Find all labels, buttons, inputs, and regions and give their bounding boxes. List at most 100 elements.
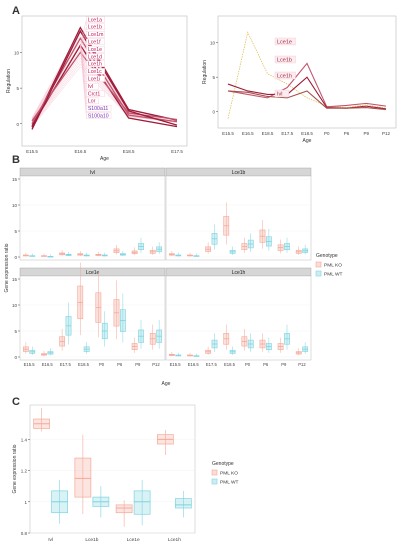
b-legend-label: PML WT xyxy=(324,272,343,278)
a-left-label-box xyxy=(86,105,112,112)
c-ytick-label: 0.8 xyxy=(21,531,28,536)
b-facet-frame xyxy=(165,275,312,361)
b-xlabel: Age xyxy=(162,381,171,387)
a-left-label-leader xyxy=(80,45,87,72)
a-right-series-line xyxy=(227,76,387,110)
a-left-gene-label: Lce1b xyxy=(88,25,102,31)
a-right-label-box xyxy=(274,55,296,64)
b-xtick-label: E17.5 xyxy=(206,362,218,367)
b-xtick-label: P6 xyxy=(263,362,269,367)
b-legend-label: PML KO xyxy=(324,263,342,269)
a-left-gene-label: Lce1h xyxy=(88,62,102,68)
b-xtick-label: E18.5 xyxy=(78,362,90,367)
a-right-ytick-label: 10 xyxy=(210,41,216,46)
a-left-gene-label: Lce1i xyxy=(88,77,100,83)
a-left-label-box xyxy=(86,31,105,38)
a-right-ytick-label: 0 xyxy=(212,110,215,115)
b-facet: Ivl xyxy=(19,167,166,261)
a-right-series-line xyxy=(227,31,387,119)
a-right-xtick-label: P12 xyxy=(382,131,391,136)
a-left-gene-label: Crct1 xyxy=(88,91,101,97)
a-right-frame xyxy=(217,15,397,129)
a-left-label-leader xyxy=(80,45,87,65)
a-left-xtick-label: E16.5 xyxy=(74,149,86,154)
a-right-gene-label: Lce1h xyxy=(277,74,292,80)
a-right-label-box xyxy=(274,37,296,46)
b-xtick-label: P12 xyxy=(152,362,160,367)
c-legend-label: PML KO xyxy=(220,471,238,477)
a-left-label-box xyxy=(86,90,105,97)
c-box xyxy=(115,504,133,514)
a-left-label-leader xyxy=(80,45,87,117)
a-left-xtick-label: E15.5 xyxy=(26,149,38,154)
a-left-xtick-label: E17.5 xyxy=(171,149,183,154)
panel-label-a: A xyxy=(12,5,20,17)
chart-layer: 0 5 10 E15.5 E16.5 E18.5 E17.5 Age Regulation Lce… xyxy=(4,15,397,543)
c-legend-key xyxy=(211,469,218,476)
a-right-xtick-label: P9 xyxy=(363,131,369,136)
a-right-label-box xyxy=(274,89,290,98)
a-left-label-box xyxy=(86,16,105,23)
a-right-ylabel: Regulation xyxy=(202,60,208,84)
a-right-ytick-label: 5 xyxy=(212,75,215,80)
b-xtick-label: E15.5 xyxy=(170,362,182,367)
b-xtick-label: P12 xyxy=(298,362,306,367)
b-xtick-label: E17.5 xyxy=(60,362,72,367)
a-left-label-box xyxy=(86,97,99,105)
a-right-xtick-label: P6 xyxy=(344,131,350,136)
a-left-ylabel: Regulation xyxy=(6,69,12,93)
a-left-ytick-label: 10 xyxy=(14,51,20,56)
b-xtick-label: E18.5 xyxy=(224,362,236,367)
b-facet-title: Ivl xyxy=(90,170,95,176)
b-facet-title: Lce1h xyxy=(232,270,246,276)
a-left-gene-label: Lce1m xyxy=(88,32,104,38)
a-left-gene-label: Ivl xyxy=(88,84,93,90)
c-xtick-label: Lce1h xyxy=(168,537,181,543)
b-facet-ytick-label: 5 xyxy=(14,229,17,234)
c-legend-title: Genotype xyxy=(212,461,234,467)
a-left-label-box xyxy=(86,53,105,60)
b-facet-ytick-label: 0 xyxy=(14,255,17,260)
c-box xyxy=(133,490,151,515)
b-facet-title: Lce1b xyxy=(232,170,246,176)
b-legend-title: Genotype xyxy=(316,253,338,259)
a-right-xtick-label: E17.5 xyxy=(281,131,293,136)
b-xtick-label: P9 xyxy=(135,362,141,367)
b-xtick-label: P0 xyxy=(99,362,105,367)
a-left-ytick-label: 5 xyxy=(16,86,19,91)
b-xtick-label: P9 xyxy=(281,362,287,367)
b-facet-ytick-label: 10 xyxy=(12,203,18,208)
a-left-label-leader xyxy=(80,45,87,50)
a-left-xlabel: Age xyxy=(100,156,109,162)
a-left-gene-label: Lce1e xyxy=(88,47,102,53)
b-legend-key xyxy=(315,261,322,268)
b-ylabel: Gene expression ratio xyxy=(4,243,10,292)
b-facet-ytick-label: 0 xyxy=(14,355,17,360)
a-left-label-box xyxy=(86,112,112,119)
c-box xyxy=(74,457,92,498)
a-left-ytick-label: 0 xyxy=(16,122,19,127)
b-facet-ytick-label: 10 xyxy=(12,303,18,308)
panel-label-c: C xyxy=(12,396,20,408)
a-left-label-box xyxy=(86,60,105,68)
b-facet-ytick-label: 15 xyxy=(12,177,18,182)
a-left-xtick-label: E18.5 xyxy=(123,149,135,154)
c-legend-label: PML WT xyxy=(220,480,239,486)
a-right-gene-label: Ivl xyxy=(277,92,283,98)
b-facet-frame xyxy=(19,275,166,361)
a-left-gene-label: Lce1a xyxy=(88,17,102,23)
a-left-gene-label: Lor xyxy=(88,99,96,105)
panel-label-b: B xyxy=(12,154,20,166)
a-left-gene-label: Lce1f xyxy=(88,40,101,46)
a-left-label-leader xyxy=(80,45,87,80)
b-xtick-label: P0 xyxy=(245,362,251,367)
a-left-label-box xyxy=(86,38,105,45)
a-right-xtick-label: E15.5 xyxy=(222,131,234,136)
a-right-gene-label: Lce1b xyxy=(277,58,292,64)
c-frame xyxy=(29,404,196,534)
c-box xyxy=(175,498,192,509)
b-facet: Lce1e E15.5 E16.5 E17.5 E18.5 P0 P6 P9 P12 xyxy=(19,262,166,367)
a-left-label-leader xyxy=(80,27,87,46)
a-right-xlabel: Age xyxy=(303,138,312,144)
